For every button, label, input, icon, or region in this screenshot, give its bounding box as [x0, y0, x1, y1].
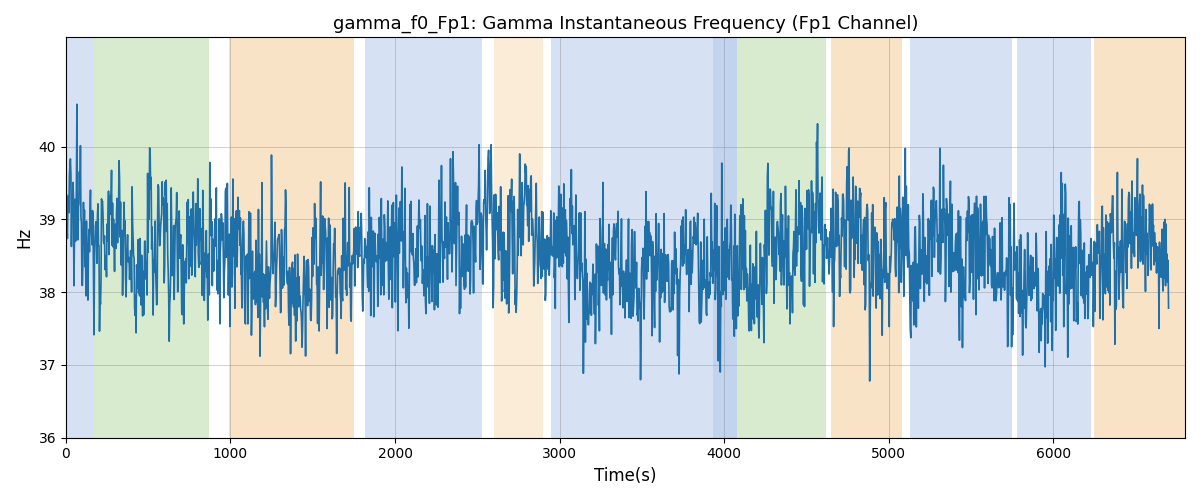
Bar — [551, 38, 713, 438]
X-axis label: Time(s): Time(s) — [594, 467, 656, 485]
Bar — [1018, 38, 1091, 438]
Y-axis label: Hz: Hz — [16, 227, 34, 248]
Bar — [66, 38, 94, 438]
Bar — [737, 38, 827, 438]
Bar — [1094, 38, 1184, 438]
Bar — [493, 38, 544, 438]
Bar — [713, 38, 737, 438]
Bar — [832, 38, 902, 438]
Bar — [94, 38, 209, 438]
Bar — [229, 38, 354, 438]
Bar — [366, 38, 482, 438]
Bar — [910, 38, 1012, 438]
Title: gamma_f0_Fp1: Gamma Instantaneous Frequency (Fp1 Channel): gamma_f0_Fp1: Gamma Instantaneous Freque… — [332, 15, 918, 34]
